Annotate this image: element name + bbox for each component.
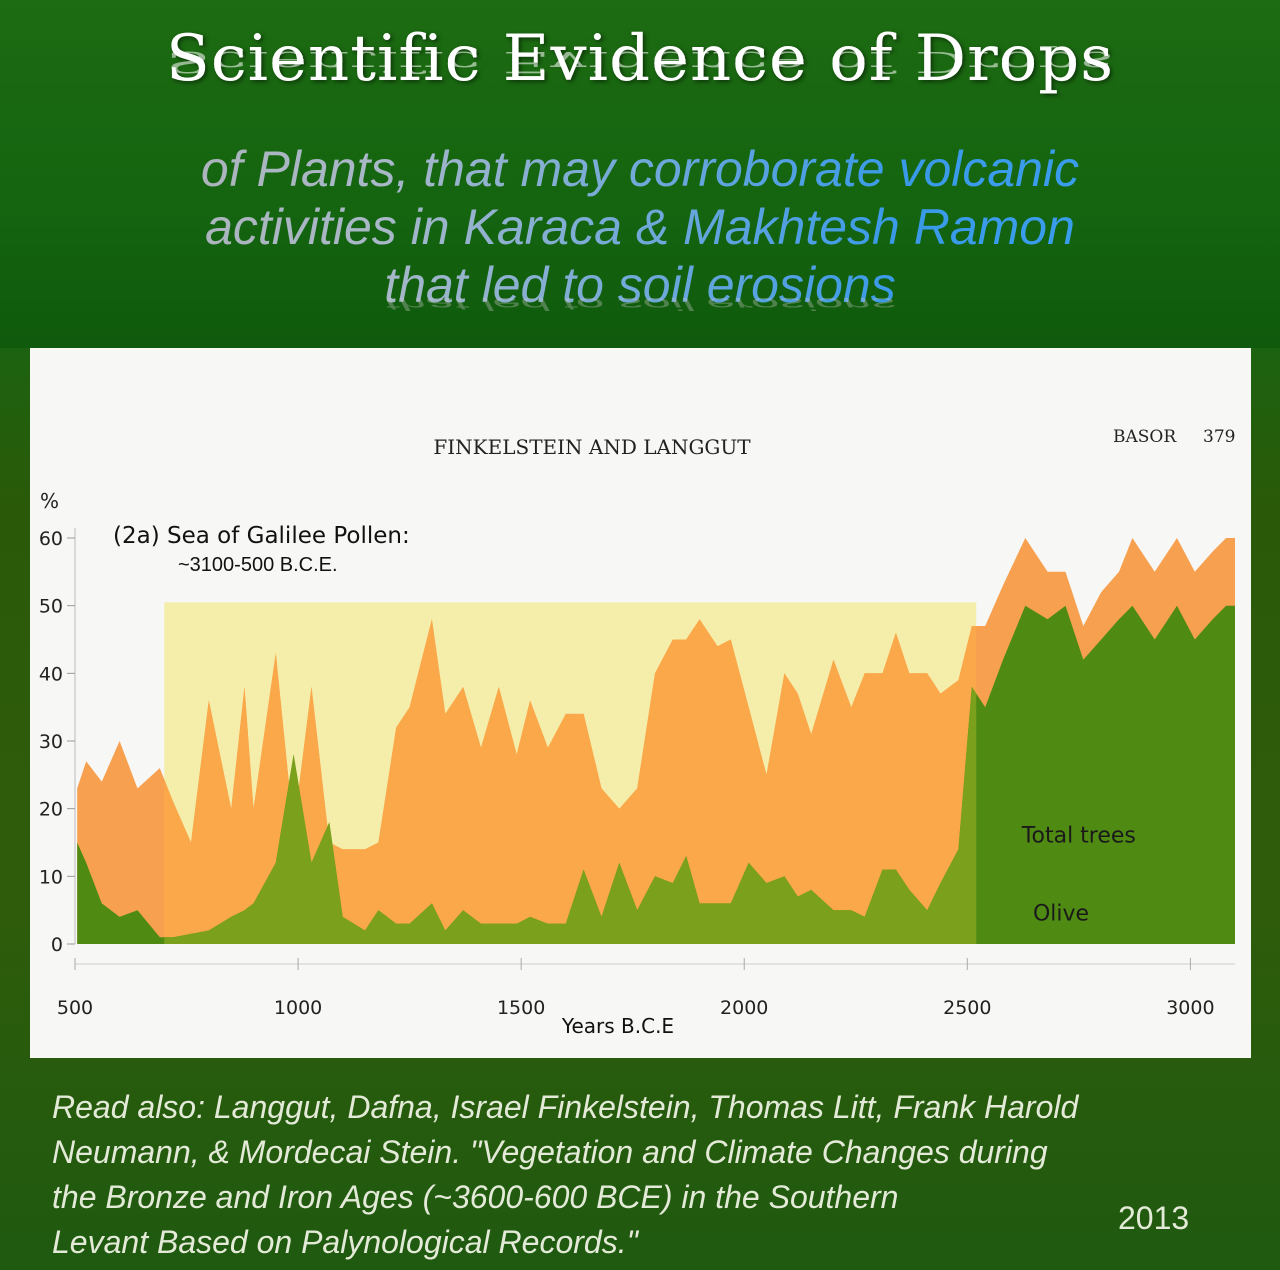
figure-panel: FINKELSTEIN AND LANGGUT BASOR 379 % (2a)… <box>30 348 1251 1058</box>
caption-year: 2013 <box>1118 1200 1190 1236</box>
x-tick-label: 500 <box>57 997 93 1019</box>
y-tick-label: 0 <box>51 934 63 956</box>
pollen-chart: FINKELSTEIN AND LANGGUT BASOR 379 % (2a)… <box>39 427 1236 1038</box>
y-tick-label: 10 <box>39 866 63 888</box>
subtitle-reflection: that led to soil erosions <box>384 294 896 314</box>
reference-caption: Read also: Langgut, Dafna, Israel Finkel… <box>52 1085 1222 1265</box>
series-label: Total trees <box>1021 824 1136 849</box>
y-tick-label: 40 <box>39 663 63 685</box>
y-tick-label: 60 <box>39 528 63 550</box>
subtitle-line-3: that led to soil erosions <box>0 256 1280 314</box>
header-banner: Scientific Evidence of Drops Scientific … <box>0 0 1280 348</box>
y-tick-label: 50 <box>39 596 63 618</box>
subtitle-line-2: activities in Karaca & Makhtesh Ramon <box>0 198 1280 256</box>
x-tick-label: 1500 <box>497 997 545 1019</box>
x-axis-label: Years B.C.E <box>561 1014 674 1038</box>
running-head: FINKELSTEIN AND LANGGUT <box>433 435 751 459</box>
caption-line-3: the Bronze and Iron Ages (~3600-600 BCE)… <box>52 1179 899 1215</box>
caption-line-4: Levant Based on Palynological Records." <box>52 1224 638 1260</box>
title-reflection: Scientific Evidence of Drops <box>165 44 1115 78</box>
page-number: 379 <box>1203 427 1235 447</box>
y-unit-label: % <box>40 489 59 513</box>
caption-line-1: Read also: Langgut, Dafna, Israel Finkel… <box>52 1089 1079 1125</box>
series-area-highlight-olive <box>164 686 977 944</box>
series-area-highlight-total-trees <box>164 619 977 944</box>
panel-subtitle: ~3100-500 B.C.E. <box>178 554 338 576</box>
x-tick-label: 2000 <box>720 997 768 1019</box>
journal-name: BASOR <box>1113 427 1177 447</box>
x-tick-label: 3000 <box>1166 997 1214 1019</box>
series-label: Olive <box>1033 901 1089 926</box>
caption-line-2: Neumann, & Mordecai Stein. "Vegetation a… <box>52 1134 1048 1170</box>
x-tick-label: 1000 <box>274 997 322 1019</box>
axes: 0 10 20 30 40 50 60 500 1000 1500 2000 2500 3000 Tota… <box>39 528 1235 1019</box>
y-tick-label: 20 <box>39 799 63 821</box>
plot-area <box>77 538 1236 944</box>
series-area-olive <box>77 605 1236 944</box>
y-tick-label: 30 <box>39 731 63 753</box>
page-title: Scientific Evidence of Drops <box>165 22 1115 96</box>
subtitle-line-1: of Plants, that may corroborate volcanic <box>0 140 1280 198</box>
x-tick-label: 2500 <box>943 997 991 1019</box>
panel-title: (2a) Sea of Galilee Pollen: <box>113 523 410 549</box>
